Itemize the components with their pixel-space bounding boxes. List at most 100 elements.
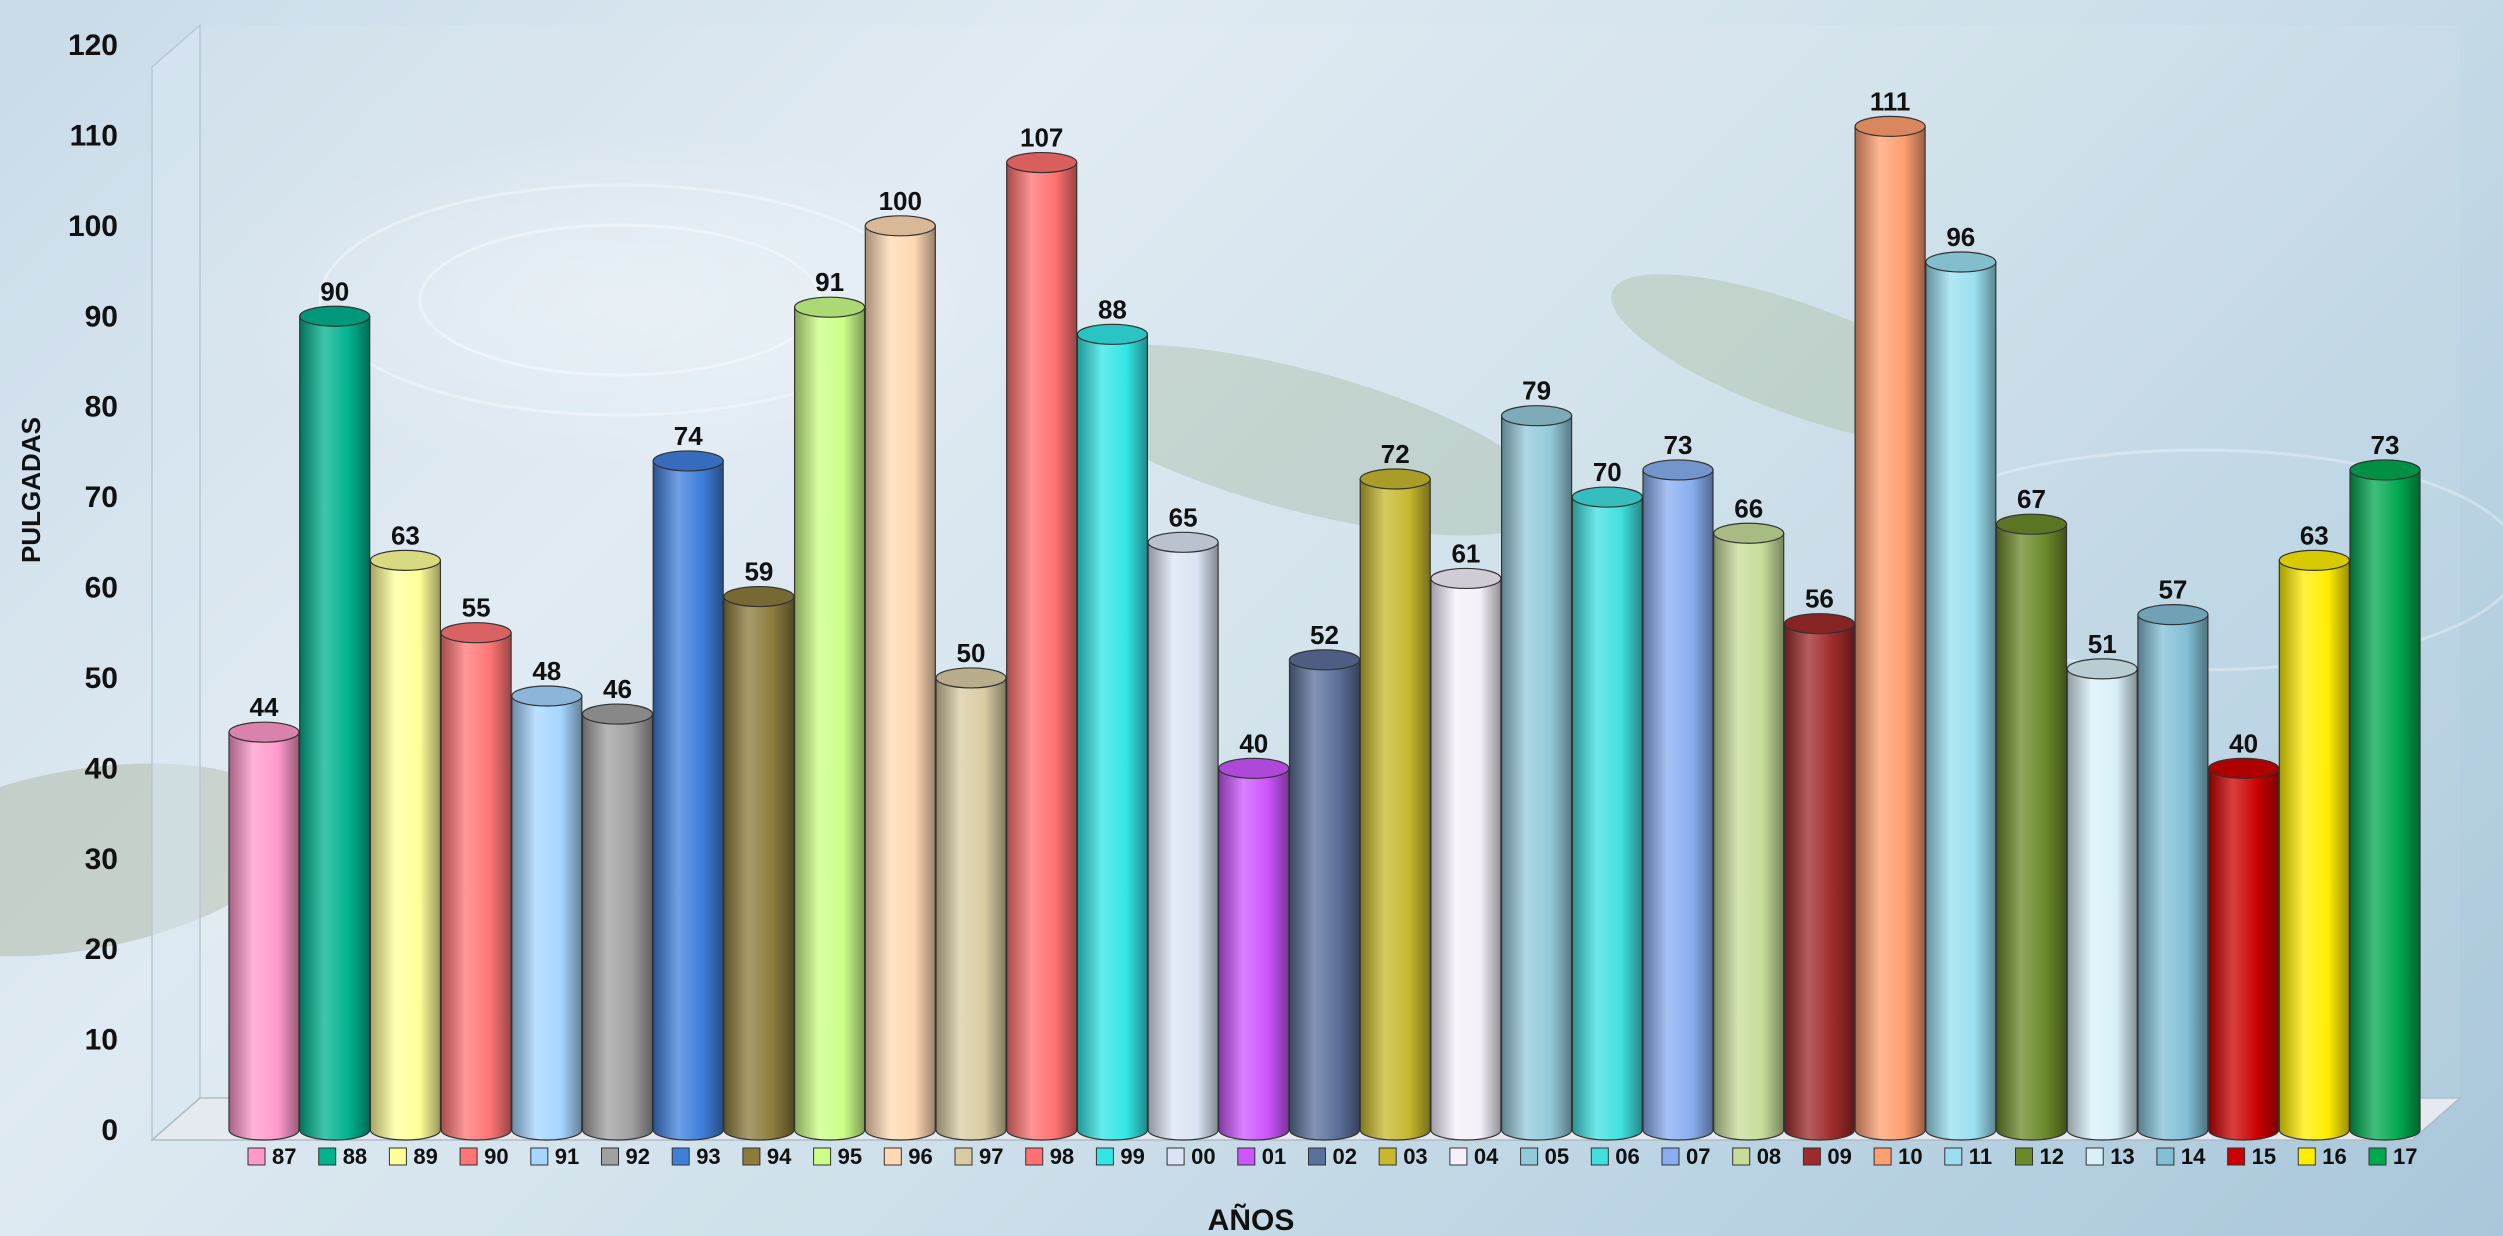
bar-body xyxy=(1713,532,1785,1141)
legend-item-03: 03 xyxy=(1378,1144,1428,1169)
legend-label: 97 xyxy=(979,1144,1003,1169)
legend-swatch xyxy=(671,1147,690,1166)
data-label: 107 xyxy=(1020,123,1063,153)
bar-top xyxy=(1854,115,1926,137)
legend-swatch xyxy=(813,1147,832,1166)
bar-body xyxy=(299,315,371,1141)
legend-label: 03 xyxy=(1403,1144,1427,1169)
legend-item-91: 91 xyxy=(530,1144,579,1169)
bar-05: 79 xyxy=(1500,376,1573,1141)
bar-top xyxy=(1783,613,1856,635)
legend-item-14: 14 xyxy=(2156,1144,2206,1169)
legend-item-94: 94 xyxy=(742,1144,792,1169)
bar-97: 50 xyxy=(935,638,1007,1141)
bar-09: 56 xyxy=(1783,584,1856,1141)
legend-label: 01 xyxy=(1262,1144,1286,1169)
bar-top xyxy=(864,215,936,237)
bar-top xyxy=(2137,604,2209,626)
legend-swatch xyxy=(601,1147,619,1166)
legend-swatch xyxy=(1025,1147,1044,1166)
data-label: 61 xyxy=(1451,538,1480,568)
legend-label: 06 xyxy=(1615,1144,1639,1169)
y-tick-label: 120 xyxy=(68,29,118,62)
legend-item-96: 96 xyxy=(883,1144,933,1169)
bar-body xyxy=(511,695,583,1141)
legend-label: 05 xyxy=(1545,1144,1569,1169)
legend-label: 90 xyxy=(484,1144,508,1169)
bar-body xyxy=(1288,659,1361,1141)
legend-swatch xyxy=(459,1147,478,1166)
bar-99: 88 xyxy=(1076,294,1149,1141)
data-label: 73 xyxy=(2371,430,2400,460)
bar-14: 57 xyxy=(2137,575,2209,1141)
legend-item-13: 13 xyxy=(2085,1144,2135,1169)
legend-label: 94 xyxy=(767,1144,792,1169)
legend-swatch xyxy=(1095,1147,1114,1166)
legend-label: 99 xyxy=(1120,1144,1144,1169)
legend-label: 07 xyxy=(1686,1144,1710,1169)
bar-body xyxy=(2278,559,2350,1141)
bar-top xyxy=(2208,757,2280,779)
legend-item-90: 90 xyxy=(459,1144,509,1169)
x-axis-title: AÑOS xyxy=(1208,1203,1295,1236)
y-axis-title: PULGADAS xyxy=(16,417,46,563)
data-label: 111 xyxy=(1870,86,1911,116)
y-tick-label: 100 xyxy=(68,210,118,243)
legend-item-02: 02 xyxy=(1308,1144,1357,1169)
bar-top xyxy=(1925,251,1997,273)
bar-body xyxy=(794,306,866,1141)
bar-body xyxy=(1925,261,1997,1141)
legend-label: 16 xyxy=(2322,1144,2346,1169)
legend-item-10: 10 xyxy=(1873,1144,1923,1169)
legend-swatch xyxy=(1237,1147,1256,1166)
bar-01: 40 xyxy=(1218,728,1290,1141)
legend-item-95: 95 xyxy=(813,1144,862,1169)
data-label: 46 xyxy=(603,674,632,704)
bar-body xyxy=(228,731,300,1141)
legend-label: 98 xyxy=(1050,1144,1074,1169)
bar-94: 59 xyxy=(723,557,795,1141)
y-tick-label: 10 xyxy=(85,1024,118,1057)
bar-07: 73 xyxy=(1642,430,1714,1141)
data-label: 74 xyxy=(674,421,703,451)
bar-88: 90 xyxy=(299,276,371,1141)
bar-04: 61 xyxy=(1430,538,1502,1141)
bar-top xyxy=(1147,531,1219,553)
legend-label: 15 xyxy=(2252,1144,2276,1169)
bar-02: 52 xyxy=(1288,620,1361,1141)
bar-top xyxy=(1218,757,1290,779)
legend-label: 12 xyxy=(2040,1144,2064,1169)
bar-12: 67 xyxy=(1995,484,2068,1141)
y-tick-label: 30 xyxy=(85,843,118,876)
data-label: 59 xyxy=(744,557,773,587)
legend-label: 88 xyxy=(343,1144,367,1169)
bar-top xyxy=(1642,459,1714,481)
bar-17: 73 xyxy=(2349,430,2421,1141)
bar-96: 100 xyxy=(864,186,936,1141)
legend-label: 13 xyxy=(2110,1144,2134,1169)
bar-top xyxy=(2066,658,2138,680)
bar-body xyxy=(2349,469,2421,1141)
bar-90: 55 xyxy=(440,593,512,1141)
bar-top xyxy=(440,622,512,644)
bar-body xyxy=(369,559,441,1141)
data-label: 79 xyxy=(1522,376,1551,406)
data-label: 63 xyxy=(391,520,420,550)
legend-label: 96 xyxy=(908,1144,932,1169)
legend-label: 02 xyxy=(1333,1144,1357,1169)
bar-body xyxy=(2208,767,2280,1141)
legend-label: 00 xyxy=(1191,1144,1215,1169)
legend-swatch xyxy=(318,1147,337,1166)
legend-item-99: 99 xyxy=(1095,1144,1145,1169)
legend-item-01: 01 xyxy=(1237,1144,1286,1169)
legend-item-09: 09 xyxy=(1802,1144,1852,1169)
legend-swatch xyxy=(1520,1147,1539,1166)
y-tick-label: 20 xyxy=(85,933,118,966)
bar-top xyxy=(652,450,724,472)
bar-top xyxy=(1713,522,1785,544)
legend-item-17: 17 xyxy=(2368,1144,2417,1169)
legend-label: 93 xyxy=(696,1144,720,1169)
legend-swatch xyxy=(2368,1147,2387,1166)
bar-top xyxy=(2278,549,2350,571)
legend: 87 88 89 90 91 92 93 94 95 96 97 98 99 00 01 02 03 04 05 06… xyxy=(247,1144,2417,1169)
